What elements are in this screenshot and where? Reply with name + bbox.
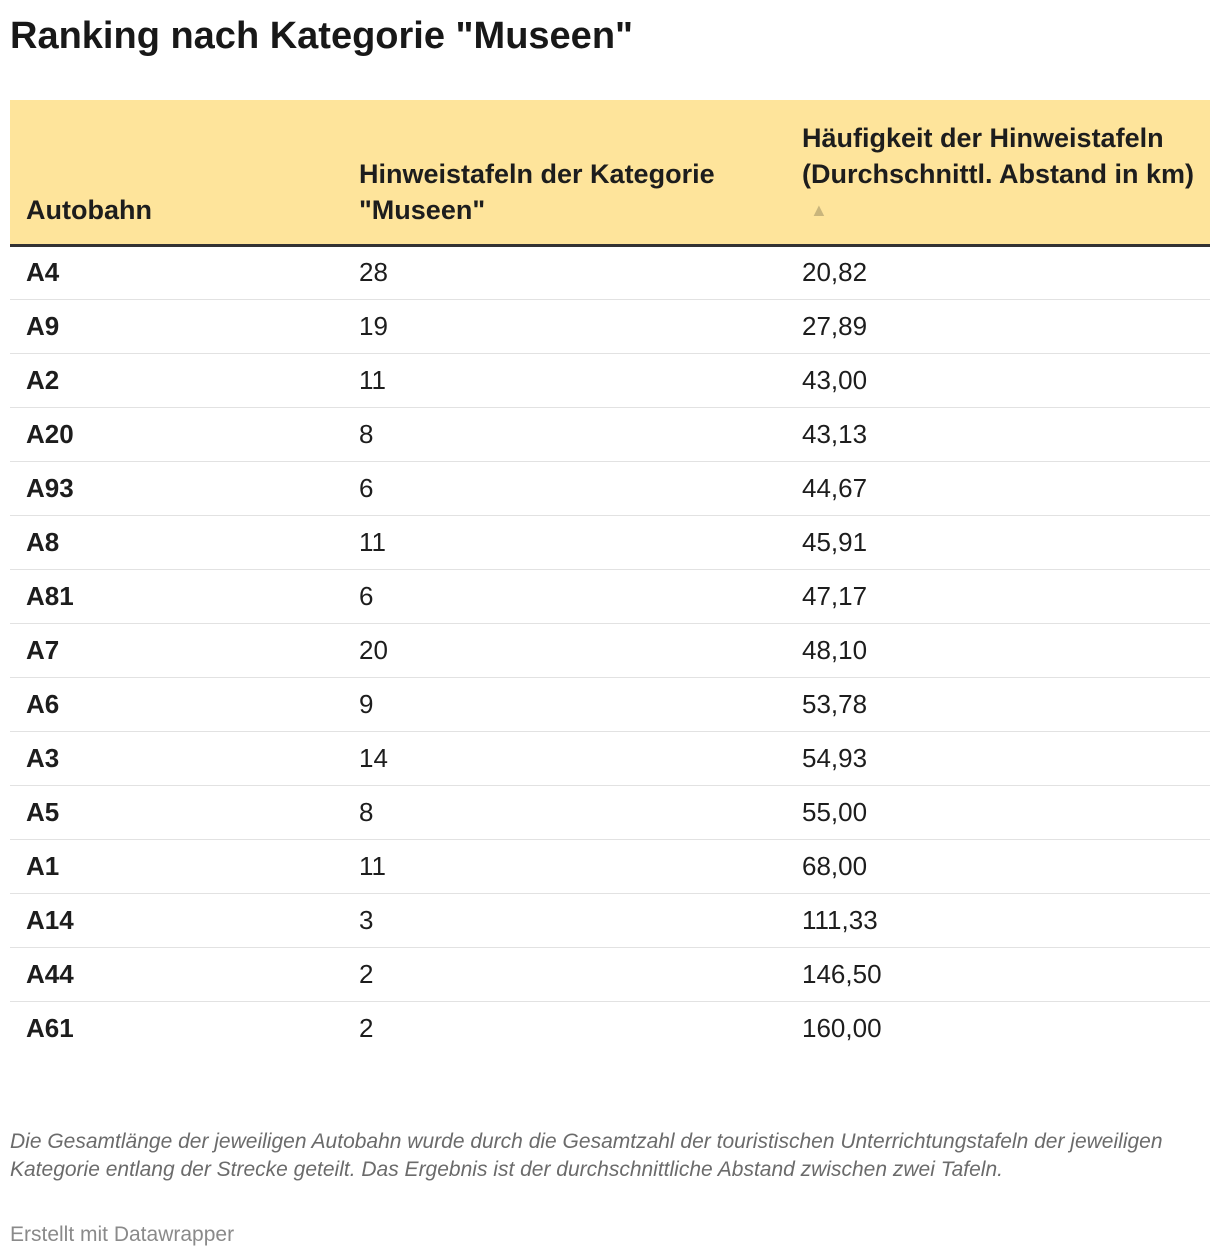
cell-hinweistafeln: 8 bbox=[343, 407, 786, 462]
table-row: A8 11 45,91 bbox=[10, 515, 1210, 570]
cell-abstand: 53,78 bbox=[786, 677, 1210, 732]
cell-autobahn: A1 bbox=[10, 839, 343, 894]
column-header-label: Hinweistafeln der Kategorie "Museen" bbox=[359, 158, 715, 225]
cell-autobahn: A3 bbox=[10, 731, 343, 786]
cell-autobahn: A81 bbox=[10, 569, 343, 624]
table-row: A61 2 160,00 bbox=[10, 1001, 1210, 1055]
cell-autobahn: A4 bbox=[10, 245, 343, 300]
cell-hinweistafeln: 11 bbox=[343, 839, 786, 894]
table-body: A4 28 20,82 A9 19 27,89 A2 11 43,00 A20 8 43,13 A93 6… bbox=[10, 245, 1210, 1055]
chart-container: Ranking nach Kategorie "Museen" Autobahn… bbox=[10, 0, 1210, 1055]
cell-hinweistafeln: 6 bbox=[343, 461, 786, 516]
header-row: Autobahn Hinweistafeln der Kategorie "Mu… bbox=[10, 100, 1210, 247]
cell-autobahn: A9 bbox=[10, 299, 343, 354]
cell-abstand: 160,00 bbox=[802, 1012, 882, 1043]
table-row: A44 2 146,50 bbox=[10, 947, 1210, 1002]
table-header: Autobahn Hinweistafeln der Kategorie "Mu… bbox=[10, 100, 1210, 247]
cell-hinweistafeln: 3 bbox=[343, 893, 786, 948]
footnote: Die Gesamtlänge der jeweiligen Autobahn … bbox=[10, 1130, 1163, 1181]
cell-hinweistafeln: 11 bbox=[343, 515, 786, 570]
table-row: A6 9 53,78 bbox=[10, 677, 1210, 732]
column-header-hinweistafeln[interactable]: Hinweistafeln der Kategorie "Museen" bbox=[343, 100, 786, 247]
cell-hinweistafeln: 2 bbox=[359, 1012, 374, 1043]
cell-hinweistafeln: 19 bbox=[343, 299, 786, 354]
cell-hinweistafeln: 9 bbox=[343, 677, 786, 732]
table-row: A1 11 68,00 bbox=[10, 839, 1210, 894]
cell-abstand: 20,82 bbox=[786, 245, 1210, 300]
cell-autobahn: A6 bbox=[10, 677, 343, 732]
cell-abstand: 47,17 bbox=[786, 569, 1210, 624]
cell-autobahn: A8 bbox=[10, 515, 343, 570]
cell-abstand: 111,33 bbox=[786, 893, 1210, 948]
ranking-table: Autobahn Hinweistafeln der Kategorie "Mu… bbox=[10, 100, 1210, 1055]
table-row: A14 3 111,33 bbox=[10, 893, 1210, 948]
cell-abstand: 43,00 bbox=[786, 353, 1210, 408]
cell-autobahn: A5 bbox=[10, 785, 343, 840]
cell-abstand: 44,67 bbox=[786, 461, 1210, 516]
cell-abstand: 45,91 bbox=[786, 515, 1210, 570]
column-header-haeufigkeit[interactable]: Häufigkeit der Hinweistafeln (Durchschni… bbox=[786, 100, 1210, 247]
cell-abstand: 68,00 bbox=[786, 839, 1210, 894]
column-header-label: Häufigkeit der Hinweistafeln (Durchschni… bbox=[802, 122, 1195, 189]
cell-hinweistafeln: 2 bbox=[343, 947, 786, 1002]
cell-hinweistafeln: 14 bbox=[343, 731, 786, 786]
table-row: A7 20 48,10 bbox=[10, 623, 1210, 678]
cell-autobahn: A2 bbox=[10, 353, 343, 408]
cell-abstand: 55,00 bbox=[786, 785, 1210, 840]
table-row: A20 8 43,13 bbox=[10, 407, 1210, 462]
cell-abstand: 48,10 bbox=[786, 623, 1210, 678]
cell-autobahn: A14 bbox=[10, 893, 343, 948]
table-row: A2 11 43,00 bbox=[10, 353, 1210, 408]
cell-hinweistafeln: 6 bbox=[343, 569, 786, 624]
table-row: A4 28 20,82 bbox=[10, 245, 1210, 300]
datawrapper-credit[interactable]: Erstellt mit Datawrapper bbox=[10, 1223, 235, 1246]
table-row: A93 6 44,67 bbox=[10, 461, 1210, 516]
table-row: A9 19 27,89 bbox=[10, 299, 1210, 354]
cell-abstand: 27,89 bbox=[786, 299, 1210, 354]
cell-hinweistafeln: 8 bbox=[343, 785, 786, 840]
column-header-label: Autobahn bbox=[26, 194, 152, 225]
column-header-autobahn[interactable]: Autobahn bbox=[10, 100, 343, 247]
cell-hinweistafeln: 11 bbox=[343, 353, 786, 408]
sort-ascending-icon[interactable]: ▲ bbox=[810, 199, 828, 220]
cell-autobahn: A7 bbox=[10, 623, 343, 678]
cell-autobahn: A61 bbox=[26, 1012, 74, 1043]
cell-abstand: 54,93 bbox=[786, 731, 1210, 786]
cell-autobahn: A44 bbox=[10, 947, 343, 1002]
cell-autobahn: A93 bbox=[10, 461, 343, 516]
cell-abstand: 146,50 bbox=[786, 947, 1210, 1002]
table-row: A81 6 47,17 bbox=[10, 569, 1210, 624]
cell-abstand: 43,13 bbox=[786, 407, 1210, 462]
table-row: A5 8 55,00 bbox=[10, 785, 1210, 840]
cell-hinweistafeln: 28 bbox=[343, 245, 786, 300]
table-row: A3 14 54,93 bbox=[10, 731, 1210, 786]
cell-hinweistafeln: 20 bbox=[343, 623, 786, 678]
chart-title: Ranking nach Kategorie "Museen" bbox=[10, 15, 634, 57]
cell-autobahn: A20 bbox=[10, 407, 343, 462]
